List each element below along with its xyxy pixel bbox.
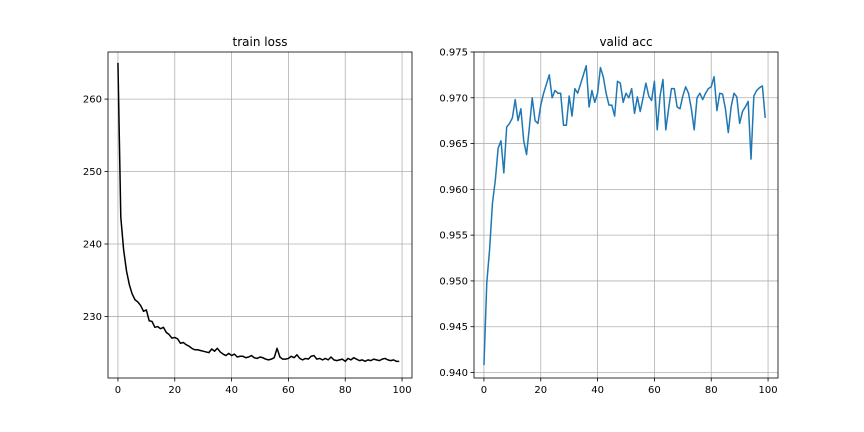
x-tick-label: 40 bbox=[591, 385, 604, 396]
x-tick-label: 20 bbox=[534, 385, 547, 396]
x-tick-label: 20 bbox=[168, 385, 181, 396]
y-tick-label: 260 bbox=[83, 95, 102, 106]
valid-acc-plot: 0 20 40 60 80 100 0.940 0.945 0.950 0.955 0.960 0.9… bbox=[439, 35, 779, 397]
train-loss-frame bbox=[107, 51, 413, 379]
valid-acc-frame bbox=[473, 51, 779, 379]
x-tick-label: 40 bbox=[225, 385, 238, 396]
chart-title: valid acc bbox=[599, 35, 652, 49]
x-tick-label: 0 bbox=[115, 385, 121, 396]
train-loss-series bbox=[117, 62, 400, 363]
chart-title: train loss bbox=[233, 35, 288, 49]
x-tick-label: 100 bbox=[393, 385, 412, 396]
y-tick-label: 0.955 bbox=[439, 231, 468, 242]
y-tick-label: 0.965 bbox=[439, 139, 468, 150]
series-line bbox=[117, 62, 400, 363]
y-tick-label: 0.945 bbox=[439, 322, 468, 333]
valid-acc-series bbox=[483, 64, 766, 366]
y-tick-label: 240 bbox=[83, 239, 102, 250]
y-tick-label: 0.975 bbox=[439, 48, 468, 59]
valid-acc-ticks: 0 20 40 60 80 100 0.940 0.945 0.950 0.955 0.960 0.9… bbox=[439, 48, 777, 397]
y-tick-label: 0.940 bbox=[439, 368, 468, 379]
y-tick-label: 0.960 bbox=[439, 185, 468, 196]
train-loss-ticks: 0 20 40 60 80 100 230 240 250 260 bbox=[83, 95, 412, 396]
x-tick-label: 100 bbox=[759, 385, 778, 396]
train-loss-grid bbox=[108, 52, 412, 378]
y-tick-label: 0.970 bbox=[439, 93, 468, 104]
x-tick-label: 80 bbox=[705, 385, 718, 396]
x-tick-label: 80 bbox=[339, 385, 352, 396]
train-loss-plot: 0 20 40 60 80 100 230 240 250 260 train loss bbox=[83, 35, 413, 396]
x-tick-label: 60 bbox=[282, 385, 295, 396]
y-tick-label: 250 bbox=[83, 167, 102, 178]
x-tick-label: 0 bbox=[481, 385, 487, 396]
y-tick-label: 0.950 bbox=[439, 276, 468, 287]
series-line bbox=[483, 64, 766, 366]
y-tick-label: 230 bbox=[83, 312, 102, 323]
x-tick-label: 60 bbox=[648, 385, 661, 396]
